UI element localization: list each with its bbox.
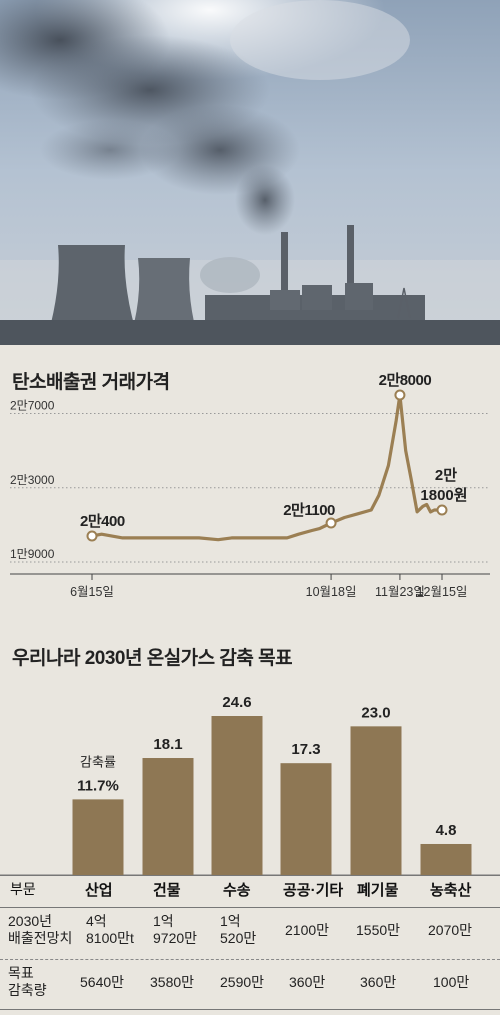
header-buildings: 건물 [153, 882, 181, 899]
price-line [91, 393, 442, 542]
carbon-price-chart: 탄소배출권 거래가격 1만9000 2만3000 2만7000 6월15일 10월18일… [0, 345, 500, 615]
header-transport: 수송 [223, 882, 251, 899]
annotation-label: 2만 [435, 467, 457, 484]
header-industry: 산업 [85, 882, 113, 899]
carbon-price-plot: 1만9000 2만3000 2만7000 6월15일 10월18일 11월23일12월15… [10, 372, 490, 599]
cell-bau-public-other: 2100만 [285, 922, 330, 938]
bar-chart-title: 우리나라 2030년 온실가스 감축 목표 [12, 648, 293, 669]
row-label-target: 목표 감축량 [8, 965, 47, 998]
annotation-label: 2만8000 [379, 372, 432, 389]
x-tick-label: 11월23일 [375, 585, 425, 599]
cell-bau-agriculture: 2070만 [428, 922, 473, 938]
bar-value-label: 11.7% [77, 777, 119, 794]
annotation-marker [394, 389, 406, 401]
cell-target-buildings: 3580만 [150, 974, 195, 990]
cell-target-waste: 360만 [360, 974, 397, 990]
cell-target-industry: 5640만 [80, 974, 125, 990]
cell-target-transport: 2590만 [220, 974, 265, 990]
cell-bau-buildings: 1억 9720만 [153, 913, 198, 946]
ghg-reduction-chart: 우리나라 2030년 온실가스 감축 목표 11.7% 18.1 24.6 17.3 2… [0, 615, 500, 880]
rate-label: 감축률 [80, 754, 116, 769]
annotation-label: 2만1100 [283, 502, 335, 519]
row-label-bau: 2030년 배출전망치 [8, 913, 73, 946]
bar-value-label: 17.3 [291, 741, 320, 758]
x-tick-label: 10월18일 [306, 585, 357, 599]
bar-value-label: 4.8 [436, 822, 457, 839]
cell-bau-waste: 1550만 [356, 922, 401, 938]
cell-bau-industry: 4억 8100만t [86, 913, 134, 946]
table-row-rule [0, 959, 500, 960]
y-tick-label: 2만3000 [10, 473, 55, 487]
table-bottom-rule [0, 1009, 500, 1010]
line-chart-title: 탄소배출권 거래가격 [12, 372, 170, 393]
cell-target-agriculture: 100만 [433, 974, 470, 990]
annotation-label: 1800원 [420, 487, 467, 504]
bar [211, 716, 263, 875]
power-plant-photo [0, 0, 500, 345]
x-tick-label: 6월15일 [70, 585, 114, 599]
bar [280, 763, 332, 875]
bar-value-label: 18.1 [153, 736, 182, 753]
header-public-other: 공공·기타 [283, 882, 344, 899]
annotation-label: 2만400 [80, 513, 125, 530]
y-tick-label: 2만7000 [10, 399, 55, 413]
annotation-marker [325, 517, 337, 529]
annotation-marker [86, 530, 98, 542]
header-waste: 폐기물 [357, 882, 399, 899]
cell-target-public-other: 360만 [289, 974, 326, 990]
ghg-reduction-plot: 11.7% 18.1 24.6 17.3 23.0 4.8 감축률 [0, 694, 500, 876]
bar [350, 726, 402, 875]
bar [142, 758, 194, 875]
table-top-rule [0, 875, 500, 876]
header-agriculture: 농축산 [430, 882, 472, 899]
table-header-rule [0, 907, 500, 908]
annotation-marker [436, 504, 448, 516]
bar-value-label: 24.6 [222, 694, 251, 711]
table-header-sector: 부문 [10, 881, 36, 897]
y-tick-label: 1만9000 [10, 547, 55, 561]
bar [72, 799, 124, 875]
x-tick-label: 12월15일 [417, 585, 468, 599]
cell-bau-transport: 1억 520만 [220, 913, 257, 946]
bar-value-label: 23.0 [361, 704, 390, 721]
bar [420, 843, 472, 875]
